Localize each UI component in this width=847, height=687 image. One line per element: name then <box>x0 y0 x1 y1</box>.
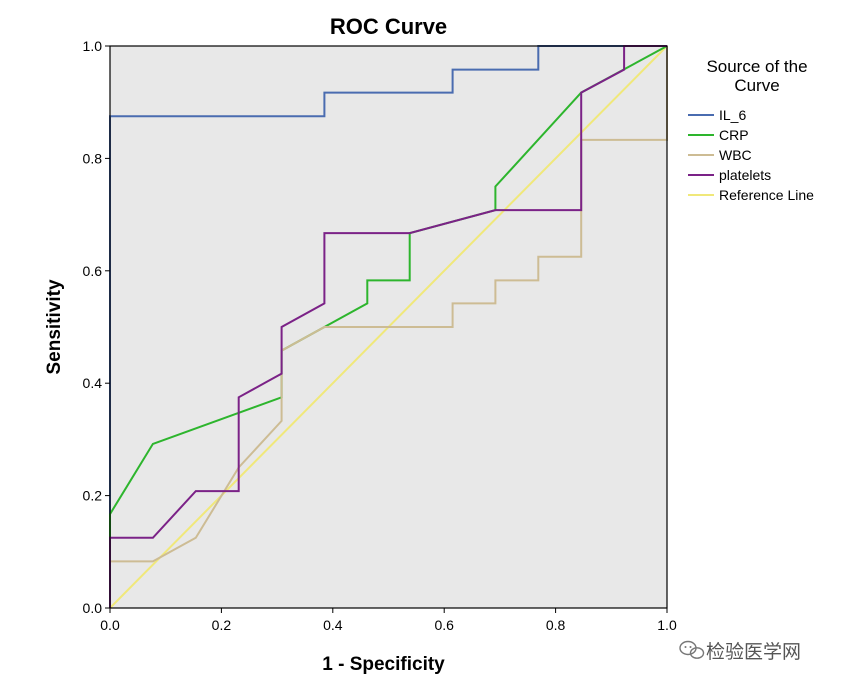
legend-title: Curve <box>734 76 779 95</box>
chart-title: ROC Curve <box>330 14 447 39</box>
x-tick-label: 1.0 <box>657 617 677 633</box>
wechat-icon <box>679 640 705 659</box>
y-axis-label: Sensitivity <box>44 279 65 374</box>
y-tick-label: 0.0 <box>83 600 103 616</box>
x-axis: 0.0 0.2 0.4 0.6 0.8 1.0 <box>100 608 677 633</box>
series-line-il-6 <box>109 45 667 608</box>
y-axis: 0.0 0.2 0.4 0.6 0.8 1.0 <box>83 38 110 616</box>
x-tick-label: 0.6 <box>434 617 454 633</box>
x-tick-label: 0.4 <box>323 617 343 633</box>
legend-label: platelets <box>719 167 771 183</box>
x-tick-label: 0.8 <box>546 617 566 633</box>
x-tick-label: 0.2 <box>212 617 232 633</box>
y-tick-label: 1.0 <box>83 38 103 54</box>
plot-frame <box>109 45 668 609</box>
legend-label: CRP <box>719 127 749 143</box>
series-line-crp <box>109 45 668 608</box>
watermark: 检验医学网 <box>679 640 801 663</box>
y-tick-label: 0.8 <box>83 150 103 166</box>
y-tick-label: 0.4 <box>83 375 103 391</box>
series-line-wbc <box>109 46 668 608</box>
y-tick-label: 0.2 <box>83 488 103 504</box>
y-tick-label: 0.6 <box>83 263 103 279</box>
legend-label: WBC <box>719 147 752 163</box>
x-tick-label: 0.0 <box>100 617 120 633</box>
series-layer <box>109 45 668 609</box>
x-axis-label: 1 - Specificity <box>322 654 445 675</box>
legend-label: Reference Line <box>719 187 814 203</box>
series-line-platelets <box>109 45 667 608</box>
legend-label: IL_6 <box>719 107 746 123</box>
watermark-text: 检验医学网 <box>706 641 801 663</box>
legend-title: Source of the <box>706 57 807 76</box>
